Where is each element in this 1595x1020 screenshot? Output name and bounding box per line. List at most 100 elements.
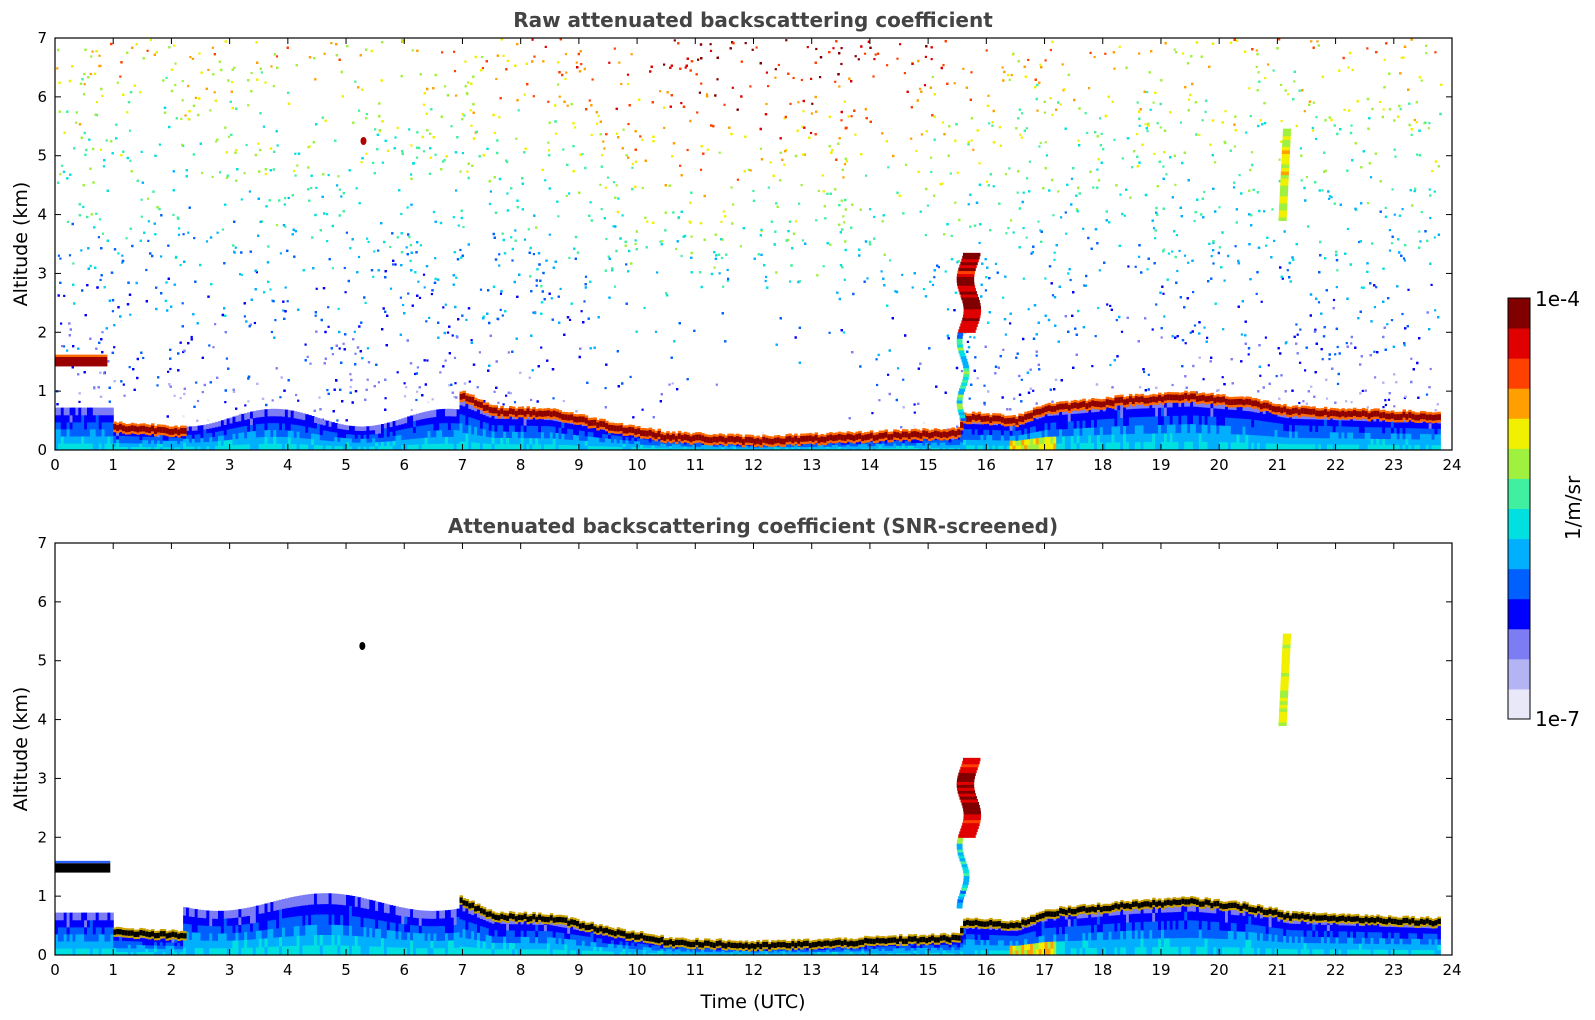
x-tick-label: 2 bbox=[167, 961, 177, 979]
x-tick-label: 16 bbox=[977, 456, 996, 474]
x-tick-label: 7 bbox=[458, 456, 468, 474]
x-tick-label: 0 bbox=[50, 961, 60, 979]
x-tick-label: 4 bbox=[283, 961, 293, 979]
colorbar-step bbox=[1508, 418, 1530, 449]
colorbar-step bbox=[1508, 388, 1530, 419]
y-tick-label: 4 bbox=[37, 711, 47, 729]
x-tick-label: 9 bbox=[574, 456, 584, 474]
y-tick-label: 1 bbox=[37, 382, 47, 400]
x-tick-label: 14 bbox=[860, 456, 879, 474]
x-tick-label: 18 bbox=[1093, 456, 1112, 474]
x-tick-label: 6 bbox=[399, 456, 409, 474]
noise-field bbox=[56, 38, 1443, 450]
colorbar-step bbox=[1508, 688, 1530, 720]
colorbar: 1e-4 1e-7 1/m/sr bbox=[1507, 287, 1585, 731]
x-tick-label: 13 bbox=[802, 961, 821, 979]
y-tick-label: 7 bbox=[37, 29, 47, 47]
x-tick-label: 22 bbox=[1326, 961, 1345, 979]
y-tick-label: 2 bbox=[37, 323, 47, 341]
x-tick-label: 10 bbox=[628, 456, 647, 474]
plot-area bbox=[55, 633, 1441, 955]
ice-cloud bbox=[1278, 633, 1292, 727]
x-tick-label: 11 bbox=[686, 456, 705, 474]
y-tick-label: 5 bbox=[37, 652, 47, 670]
x-tick-label: 17 bbox=[1035, 961, 1054, 979]
x-tick-label: 23 bbox=[1384, 456, 1403, 474]
y-tick-label: 0 bbox=[37, 946, 47, 964]
chart-title: Attenuated backscattering coefficient (S… bbox=[448, 514, 1058, 538]
x-tick-label: 13 bbox=[802, 456, 821, 474]
y-tick-label: 3 bbox=[37, 264, 47, 282]
boundary-layer-top-band bbox=[113, 390, 1441, 448]
x-tick-label: 10 bbox=[628, 961, 647, 979]
colorbar-step bbox=[1508, 568, 1530, 600]
elevated-cloud bbox=[55, 354, 108, 367]
x-tick-label: 16 bbox=[977, 961, 996, 979]
x-tick-label: 24 bbox=[1442, 961, 1461, 979]
plot-area bbox=[55, 38, 1443, 450]
x-tick-label: 4 bbox=[283, 456, 293, 474]
ice-cloud bbox=[1278, 128, 1292, 222]
x-tick-label: 17 bbox=[1035, 456, 1054, 474]
colorbar-step bbox=[1508, 358, 1530, 389]
x-tick-label: 1 bbox=[108, 456, 118, 474]
colorbar-step bbox=[1508, 538, 1530, 570]
y-tick-label: 6 bbox=[37, 88, 47, 106]
panel-raw: Raw attenuated backscattering coefficien… bbox=[10, 8, 1462, 474]
point-cloud bbox=[359, 642, 366, 650]
x-tick-label: 20 bbox=[1210, 456, 1229, 474]
chart-title: Raw attenuated backscattering coefficien… bbox=[513, 8, 993, 32]
colorbar-scale bbox=[1508, 298, 1530, 720]
x-tick-label: 1 bbox=[108, 961, 118, 979]
x-tick-label: 2 bbox=[167, 456, 177, 474]
x-tick-label: 21 bbox=[1268, 961, 1287, 979]
x-tick-label: 20 bbox=[1210, 961, 1229, 979]
y-tick-label: 6 bbox=[37, 593, 47, 611]
colorbar-min-label: 1e-7 bbox=[1535, 707, 1580, 731]
y-axis: 0 1 2 3 4 5 6 7 bbox=[37, 534, 1452, 964]
x-axis: 0 1 2 3 4 5 6 7 8 9 10 11 12 13 14 15 16 17 18 19 20 21 22 23 24 bbox=[50, 38, 1462, 474]
y-tick-label: 5 bbox=[37, 147, 47, 165]
y-tick-label: 3 bbox=[37, 769, 47, 787]
colorbar-step bbox=[1508, 448, 1530, 479]
colorbar-step bbox=[1508, 478, 1530, 509]
x-tick-label: 23 bbox=[1384, 961, 1403, 979]
x-tick-label: 22 bbox=[1326, 456, 1345, 474]
elevated-cloud bbox=[55, 860, 111, 873]
y-tick-label: 4 bbox=[37, 206, 47, 224]
y-tick-label: 1 bbox=[37, 887, 47, 905]
colorbar-step bbox=[1508, 658, 1530, 690]
x-tick-label: 12 bbox=[744, 961, 763, 979]
y-axis-label: Altitude (km) bbox=[10, 687, 32, 812]
plume bbox=[956, 757, 982, 909]
plume bbox=[956, 252, 982, 422]
x-tick-label: 15 bbox=[919, 961, 938, 979]
colorbar-step bbox=[1508, 328, 1530, 359]
y-axis-label: Altitude (km) bbox=[10, 182, 32, 307]
x-tick-label: 8 bbox=[516, 456, 526, 474]
colorbar-step bbox=[1508, 628, 1530, 660]
x-tick-label: 19 bbox=[1151, 456, 1170, 474]
colorbar-step bbox=[1508, 298, 1530, 329]
y-tick-label: 7 bbox=[37, 534, 47, 552]
colorbar-frame bbox=[1507, 297, 1531, 720]
x-axis: 0 1 2 3 4 5 6 7 8 9 10 11 12 13 14 15 16 17 18 19 20 21 22 23 24 bbox=[50, 543, 1462, 979]
x-axis-label: Time (UTC) bbox=[699, 991, 805, 1013]
x-tick-label: 24 bbox=[1442, 456, 1461, 474]
colorbar-unit-label: 1/m/sr bbox=[1561, 475, 1585, 540]
x-tick-label: 21 bbox=[1268, 456, 1287, 474]
x-tick-label: 11 bbox=[686, 961, 705, 979]
axes-frame bbox=[54, 37, 1453, 451]
x-tick-label: 6 bbox=[399, 961, 409, 979]
x-tick-label: 0 bbox=[50, 456, 60, 474]
x-tick-label: 5 bbox=[341, 456, 351, 474]
x-tick-label: 12 bbox=[744, 456, 763, 474]
point-cloud bbox=[360, 137, 367, 145]
y-axis: 0 1 2 3 4 5 6 7 bbox=[37, 29, 1452, 459]
colorbar-step bbox=[1508, 598, 1530, 630]
x-tick-label: 15 bbox=[919, 456, 938, 474]
x-tick-label: 7 bbox=[458, 961, 468, 979]
axes-frame bbox=[54, 542, 1453, 956]
colorbar-step bbox=[1508, 508, 1530, 540]
